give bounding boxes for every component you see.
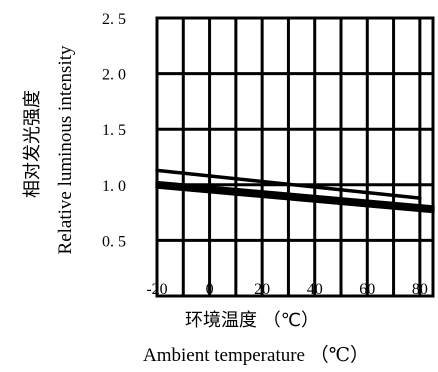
y-tick-labels: 0. 5 1. 0 1. 5 2. 0 2. 5 [102,11,126,250]
y-tick-label: 1. 5 [102,122,126,139]
x-tick-label: 60 [359,281,375,298]
series-line-3 [155,183,435,212]
y-tick-label: 2. 5 [102,11,126,28]
y-axis-title-cn: 相对发光强度 [22,90,43,198]
x-tick-label: 40 [307,281,323,298]
series-line-2 [155,180,435,209]
grid [155,16,435,298]
x-tick-label: 80 [412,281,428,298]
y-tick-label: 1. 0 [102,178,126,195]
y-tick-label: 0. 5 [102,233,126,250]
series-lines [155,168,435,214]
x-axis-title-cn: 环境温度 （℃） [185,310,319,331]
x-tick-labels: -20 0 20 40 60 80 [146,281,428,298]
series-line-1 [155,168,422,200]
series-line-4 [155,185,435,214]
x-tick-label: 20 [254,281,270,298]
x-tick-label: -20 [146,281,167,298]
y-tick-label: 2. 0 [102,67,126,84]
plot-frame [155,16,435,298]
x-axis-title-en: Ambient temperature （℃） [143,344,369,366]
y-axis-title-en: Relative luminous intensity [55,45,76,254]
x-tick-label: 0 [206,281,214,298]
